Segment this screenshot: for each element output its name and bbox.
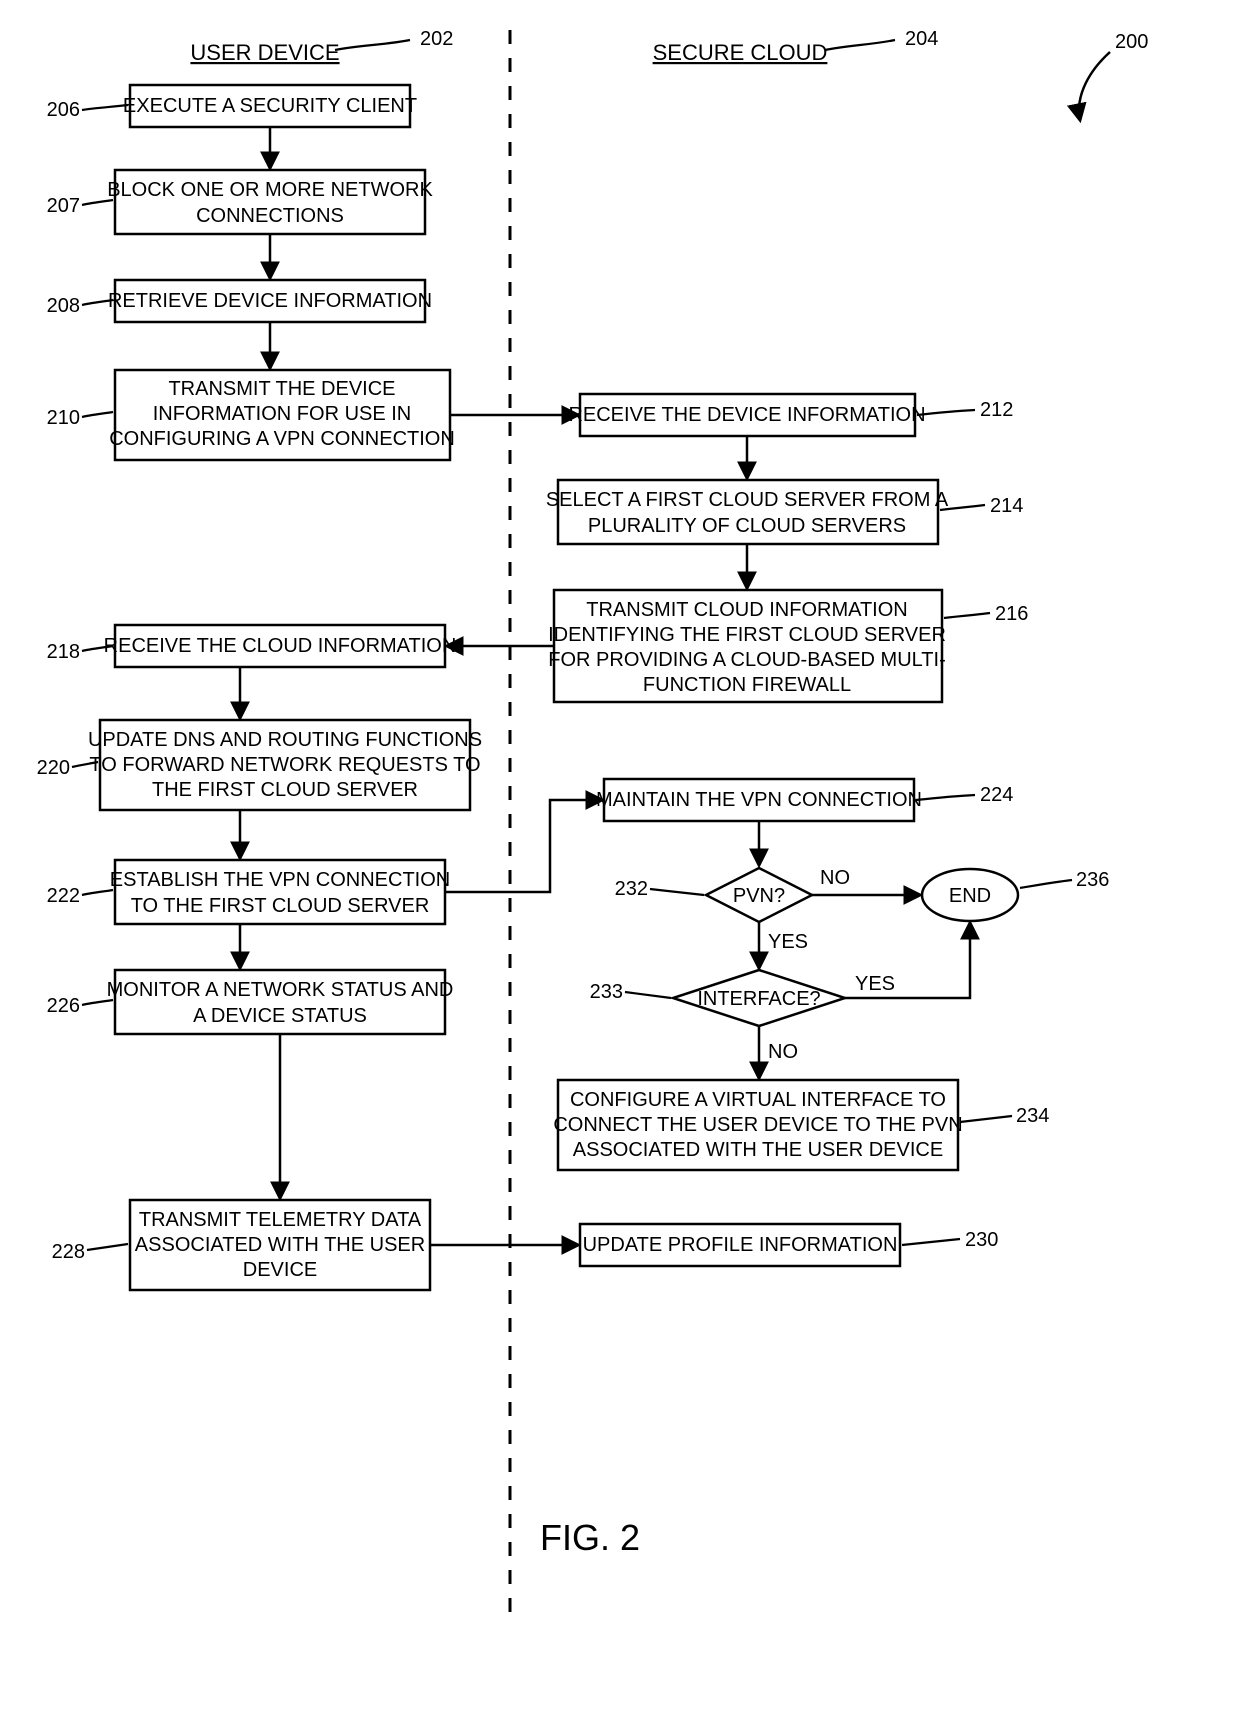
leader-222 (82, 890, 113, 895)
box-228-l3: DEVICE (243, 1259, 317, 1281)
box-222-l1: ESTABLISH THE VPN CONNECTION (110, 869, 450, 891)
box-207-l2: CONNECTIONS (196, 205, 344, 227)
ref-234: 234 (1016, 1105, 1049, 1127)
box-234-l3: ASSOCIATED WITH THE USER DEVICE (573, 1139, 943, 1161)
box-220-l3: THE FIRST CLOUD SERVER (152, 779, 418, 801)
leader-210 (82, 412, 113, 417)
ref-218: 218 (47, 641, 80, 663)
box-224-text: MAINTAIN THE VPN CONNECTION (596, 789, 922, 811)
label-233-no: NO (768, 1041, 798, 1063)
box-212-text: RECEIVE THE DEVICE INFORMATION (568, 404, 925, 426)
leader-216 (944, 613, 990, 618)
box-226-l2: A DEVICE STATUS (193, 1005, 367, 1027)
box-222-l2: TO THE FIRST CLOUD SERVER (131, 895, 430, 917)
ref-204: 204 (905, 28, 938, 50)
ref-232: 232 (615, 878, 648, 900)
leader-206 (82, 105, 128, 110)
flowchart-diagram: USER DEVICE SECURE CLOUD 202 204 200 EXE… (0, 0, 1240, 1736)
ref-207: 207 (47, 195, 80, 217)
box-228-l1: TRANSMIT TELEMETRY DATA (139, 1209, 422, 1231)
box-207-l1: BLOCK ONE OR MORE NETWORK (107, 179, 433, 201)
label-233-yes: YES (855, 973, 895, 995)
box-210-l1: TRANSMIT THE DEVICE (168, 378, 395, 400)
ref-226: 226 (47, 995, 80, 1017)
box-210-l2: INFORMATION FOR USE IN (153, 403, 412, 425)
leader-204 (825, 40, 895, 50)
box-228-l2: ASSOCIATED WITH THE USER (135, 1234, 425, 1256)
box-220-l1: UPDATE DNS AND ROUTING FUNCTIONS (88, 729, 482, 751)
ref-233: 233 (590, 981, 623, 1003)
leader-226 (82, 1000, 113, 1005)
box-216-l2: IDENTIFYING THE FIRST CLOUD SERVER (548, 624, 946, 646)
ref-216: 216 (995, 603, 1028, 625)
ref-200: 200 (1115, 31, 1148, 53)
ref-214: 214 (990, 495, 1023, 517)
arrow-222-224 (445, 800, 602, 892)
leader-228 (87, 1244, 128, 1250)
box-206-text: EXECUTE A SECURITY CLIENT (123, 95, 417, 117)
box-216-l4: FUNCTION FIREWALL (643, 674, 851, 696)
box-220-l2: TO FORWARD NETWORK REQUESTS TO (89, 754, 480, 776)
label-232-yes: YES (768, 931, 808, 953)
ref-206: 206 (47, 99, 80, 121)
ref-210: 210 (47, 407, 80, 429)
leader-200 (1079, 52, 1110, 120)
box-216-l3: FOR PROVIDING A CLOUD-BASED MULTI- (548, 649, 945, 671)
label-232-no: NO (820, 867, 850, 889)
leader-230 (902, 1239, 960, 1245)
box-218-text: RECEIVE THE CLOUD INFORMATION (104, 635, 457, 657)
box-208-text: RETRIEVE DEVICE INFORMATION (108, 290, 432, 312)
end-text: END (949, 885, 991, 907)
heading-user-device: USER DEVICE (190, 40, 339, 65)
box-210-l3: CONFIGURING A VPN CONNECTION (109, 428, 455, 450)
leader-207 (82, 200, 113, 205)
ref-228: 228 (52, 1241, 85, 1263)
box-226-l1: MONITOR A NETWORK STATUS AND (107, 979, 454, 1001)
ref-202: 202 (420, 28, 453, 50)
leader-224 (916, 795, 975, 800)
ref-220: 220 (37, 757, 70, 779)
box-216-l1: TRANSMIT CLOUD INFORMATION (586, 599, 907, 621)
ref-208: 208 (47, 295, 80, 317)
ref-212: 212 (980, 399, 1013, 421)
leader-212 (917, 410, 975, 415)
figure-label: FIG. 2 (540, 1517, 640, 1558)
heading-secure-cloud: SECURE CLOUD (653, 40, 828, 65)
decision-233-text: INTERFACE? (697, 988, 820, 1010)
leader-232 (650, 889, 704, 895)
leader-236 (1020, 880, 1072, 888)
leader-233 (625, 992, 671, 998)
ref-236: 236 (1076, 869, 1109, 891)
box-234-l1: CONFIGURE A VIRTUAL INTERFACE TO (570, 1089, 946, 1111)
box-214-l2: PLURALITY OF CLOUD SERVERS (588, 515, 906, 537)
ref-224: 224 (980, 784, 1013, 806)
ref-222: 222 (47, 885, 80, 907)
decision-232-text: PVN? (733, 885, 785, 907)
leader-234 (960, 1116, 1012, 1122)
box-214-l1: SELECT A FIRST CLOUD SERVER FROM A (546, 489, 949, 511)
box-234-l2: CONNECT THE USER DEVICE TO THE PVN (553, 1114, 962, 1136)
ref-230: 230 (965, 1229, 998, 1251)
leader-202 (335, 40, 410, 50)
box-230-text: UPDATE PROFILE INFORMATION (583, 1234, 898, 1256)
